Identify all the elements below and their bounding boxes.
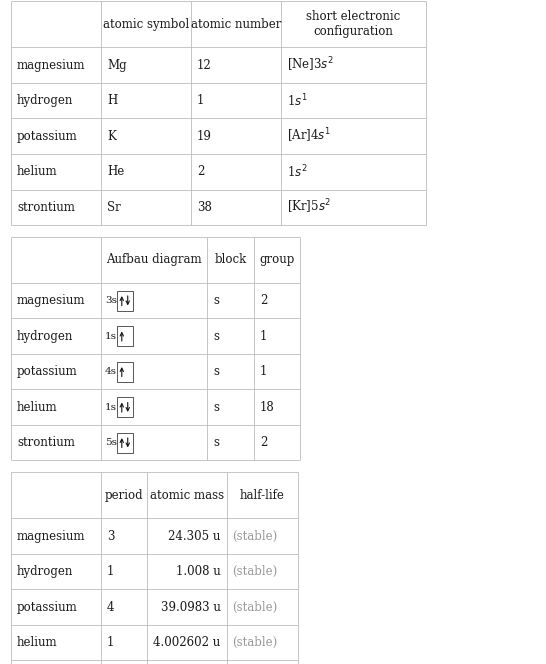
Text: 38: 38 — [197, 201, 212, 214]
Bar — [116, 291, 133, 311]
Text: 1s: 1s — [105, 403, 117, 412]
Text: half-life: half-life — [240, 489, 284, 502]
Text: short electronic
configuration: short electronic configuration — [306, 11, 401, 39]
Bar — [116, 397, 133, 417]
Text: 1$s^1$: 1$s^1$ — [287, 92, 308, 109]
Text: 3s: 3s — [105, 296, 117, 305]
Text: s: s — [213, 436, 219, 450]
Text: He: He — [107, 165, 124, 178]
Text: Sr: Sr — [107, 201, 121, 214]
Bar — [116, 326, 133, 346]
Text: period: period — [105, 489, 144, 502]
Text: K: K — [107, 129, 116, 143]
Text: 12: 12 — [197, 58, 212, 72]
Text: group: group — [259, 254, 295, 266]
Text: (stable): (stable) — [233, 565, 278, 578]
Text: 1: 1 — [260, 330, 267, 343]
Text: (stable): (stable) — [233, 636, 278, 649]
Text: (stable): (stable) — [233, 530, 278, 542]
Text: block: block — [215, 254, 247, 266]
Text: strontium: strontium — [17, 436, 75, 450]
Text: magnesium: magnesium — [17, 294, 85, 307]
Text: s: s — [213, 401, 219, 414]
Text: magnesium: magnesium — [17, 530, 85, 542]
Text: potassium: potassium — [17, 129, 78, 143]
Text: strontium: strontium — [17, 201, 75, 214]
Text: 1: 1 — [107, 636, 114, 649]
Text: 1: 1 — [260, 365, 267, 378]
Text: (stable): (stable) — [233, 601, 278, 614]
Text: [Ne]3$s^2$: [Ne]3$s^2$ — [287, 56, 334, 74]
Text: s: s — [213, 294, 219, 307]
Text: atomic mass: atomic mass — [150, 489, 224, 502]
Text: 1$s^2$: 1$s^2$ — [287, 163, 308, 180]
Text: s: s — [213, 330, 219, 343]
Text: Mg: Mg — [107, 58, 127, 72]
Text: atomic number: atomic number — [191, 18, 281, 31]
Text: 19: 19 — [197, 129, 212, 143]
Text: 2: 2 — [197, 165, 204, 178]
Text: hydrogen: hydrogen — [17, 94, 73, 108]
Text: 2: 2 — [260, 294, 267, 307]
Text: helium: helium — [17, 401, 57, 414]
Text: Aufbau diagram: Aufbau diagram — [106, 254, 202, 266]
Text: 5s: 5s — [105, 438, 117, 448]
Text: potassium: potassium — [17, 601, 78, 614]
Text: s: s — [213, 365, 219, 378]
Text: 4.002602 u: 4.002602 u — [153, 636, 221, 649]
Text: 1s: 1s — [105, 332, 117, 341]
Text: 4: 4 — [107, 601, 115, 614]
Text: [Ar]4$s^1$: [Ar]4$s^1$ — [287, 127, 331, 145]
Text: 2: 2 — [260, 436, 267, 450]
Text: atomic symbol: atomic symbol — [103, 18, 189, 31]
Text: hydrogen: hydrogen — [17, 330, 73, 343]
Text: hydrogen: hydrogen — [17, 565, 73, 578]
Bar — [116, 362, 133, 382]
Text: 3: 3 — [107, 530, 115, 542]
Text: potassium: potassium — [17, 365, 78, 378]
Text: 4s: 4s — [105, 367, 117, 376]
Text: helium: helium — [17, 165, 57, 178]
Text: [Kr]5$s^2$: [Kr]5$s^2$ — [287, 198, 331, 216]
Text: helium: helium — [17, 636, 57, 649]
Text: 18: 18 — [260, 401, 275, 414]
Text: magnesium: magnesium — [17, 58, 85, 72]
Text: 24.305 u: 24.305 u — [168, 530, 221, 542]
Text: 39.0983 u: 39.0983 u — [161, 601, 221, 614]
Text: H: H — [107, 94, 117, 108]
Text: 1.008 u: 1.008 u — [176, 565, 221, 578]
Text: 1: 1 — [197, 94, 204, 108]
Text: 1: 1 — [107, 565, 114, 578]
Bar — [116, 433, 133, 453]
